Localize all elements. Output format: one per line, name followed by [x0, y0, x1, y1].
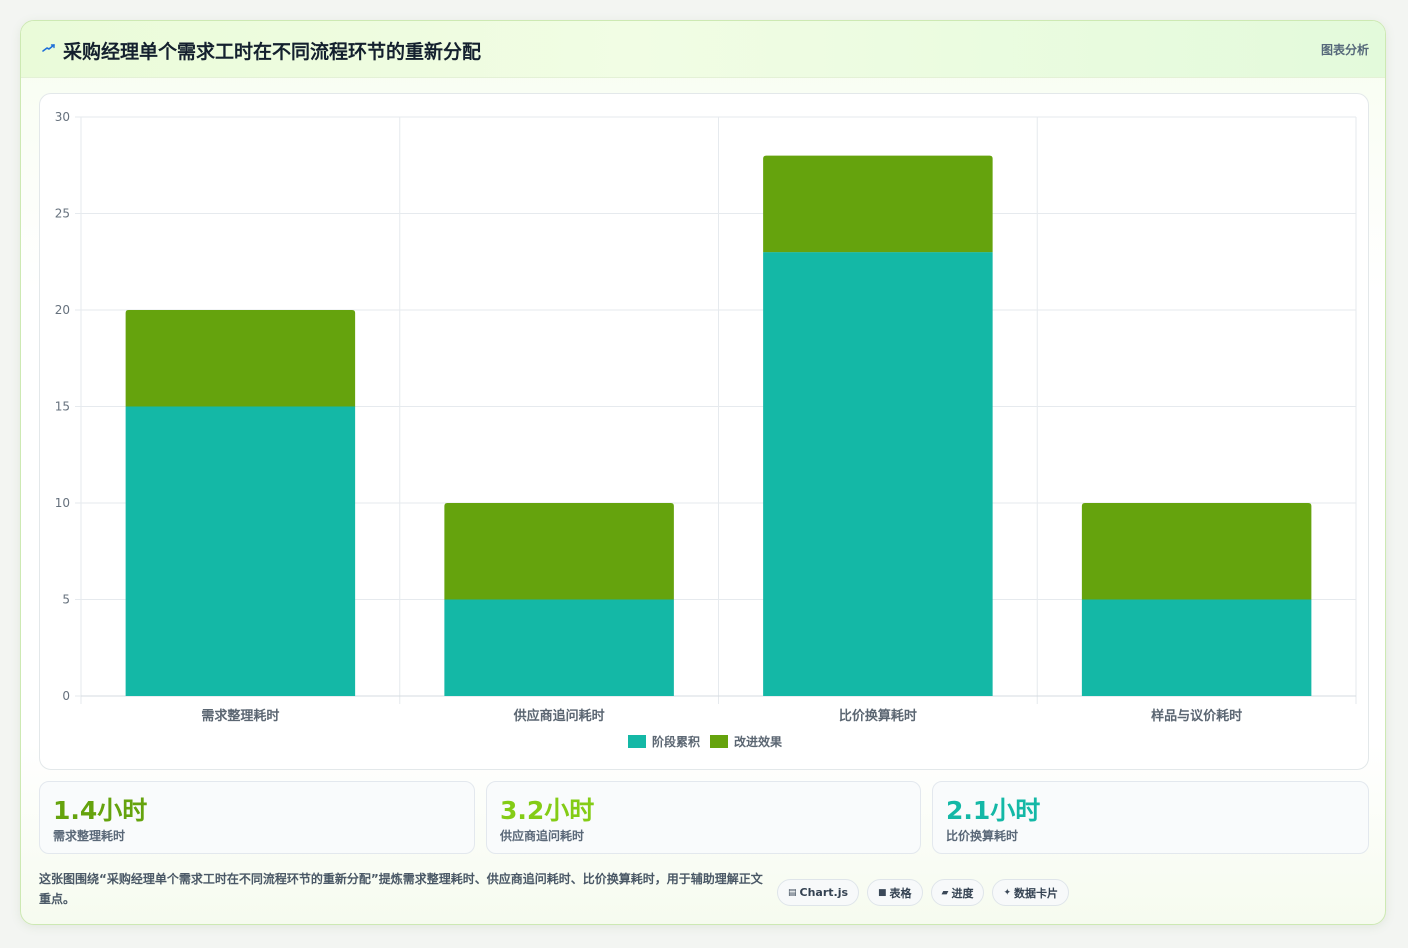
chip-label: 进度 [951, 886, 974, 900]
stat-label: 需求整理耗时 [53, 829, 126, 843]
stacked-bar-chart: 0 5 10 15 20 25 30 需求整理耗时 供应商追问耗时 比价换算耗时 样品与议价耗时阶段… [55, 110, 1357, 749]
stat-value: 2.1小时 [946, 796, 1041, 825]
chart-analysis-tag[interactable]: 图表分析 [1320, 43, 1369, 57]
bar-segment [763, 155, 993, 253]
stat-label: 比价换算耗时 [946, 829, 1019, 843]
bar-segment [444, 503, 674, 600]
chip-label: 数据卡片 [1014, 886, 1059, 900]
chip-label: Chart.js [799, 886, 849, 899]
stat-card: 1.4小时 需求整理耗时 [39, 781, 475, 854]
card-header: 采购经理单个需求工时在不同流程环节的重新分配 图表分析 [21, 21, 1385, 78]
bar-segment [1081, 599, 1312, 696]
stat-card: 3.2小时 供应商追问耗时 [486, 781, 921, 854]
chip-label: 表格 [889, 886, 912, 900]
stat-label: 供应商追问耗时 [500, 829, 585, 843]
bar-segment [125, 406, 356, 696]
y-tick-label: 0 [62, 689, 70, 703]
stat-card: 2.1小时 比价换算耗时 [932, 781, 1369, 854]
progress-icon: ▰ [941, 887, 949, 898]
stat-value: 3.2小时 [500, 796, 595, 825]
x-tick-label: 比价换算耗时 [839, 708, 917, 724]
chart-description: 这张图围绕“采购经理单个需求工时在不同流程环节的重新分配”提炼需求整理耗时、供应… [39, 872, 763, 906]
chart-icon: ▤ [788, 887, 797, 898]
bar-segment [125, 310, 356, 407]
legend-swatch [710, 735, 728, 748]
tag-chips: ▤ Chart.js ■ 表格 ▰ 进度 ✦ 数据卡片 [777, 879, 1070, 906]
y-tick-label: 5 [62, 593, 70, 607]
sparkle-icon: ✦ [1003, 887, 1012, 898]
trend-icon [42, 44, 55, 52]
bar-segment [763, 252, 993, 696]
x-tick-label: 供应商追问耗时 [513, 708, 605, 724]
x-tick-label: 样品与议价耗时 [1151, 708, 1242, 724]
legend-label: 阶段累积 [652, 734, 700, 749]
bar-segment [1081, 503, 1312, 600]
chart-panel: 0 5 10 15 20 25 30 需求整理耗时 供应商追问耗时 比价换算耗时 样品与议价耗时阶段… [39, 93, 1369, 770]
x-tick-label: 需求整理耗时 [201, 708, 279, 724]
y-tick-label: 20 [55, 303, 70, 317]
chart-title: 采购经理单个需求工时在不同流程环节的重新分配 [63, 41, 482, 63]
chip-progress[interactable]: ▰ 进度 [930, 879, 985, 906]
legend-label: 改进效果 [734, 734, 782, 749]
chip-table[interactable]: ■ 表格 [867, 879, 923, 906]
bar-segment [444, 599, 674, 696]
stat-value: 1.4小时 [53, 796, 148, 825]
chart-card: 采购经理单个需求工时在不同流程环节的重新分配 图表分析 0 5 10 15 20 25 30… [20, 20, 1386, 925]
y-tick-label: 25 [55, 207, 70, 221]
y-tick-label: 15 [55, 400, 70, 414]
chip-chartjs[interactable]: ▤ Chart.js [777, 879, 860, 906]
table-icon: ■ [878, 887, 887, 898]
y-tick-label: 10 [55, 496, 70, 510]
chip-data-card[interactable]: ✦ 数据卡片 [992, 879, 1070, 906]
y-tick-label: 30 [55, 110, 70, 124]
legend-swatch [628, 735, 646, 748]
